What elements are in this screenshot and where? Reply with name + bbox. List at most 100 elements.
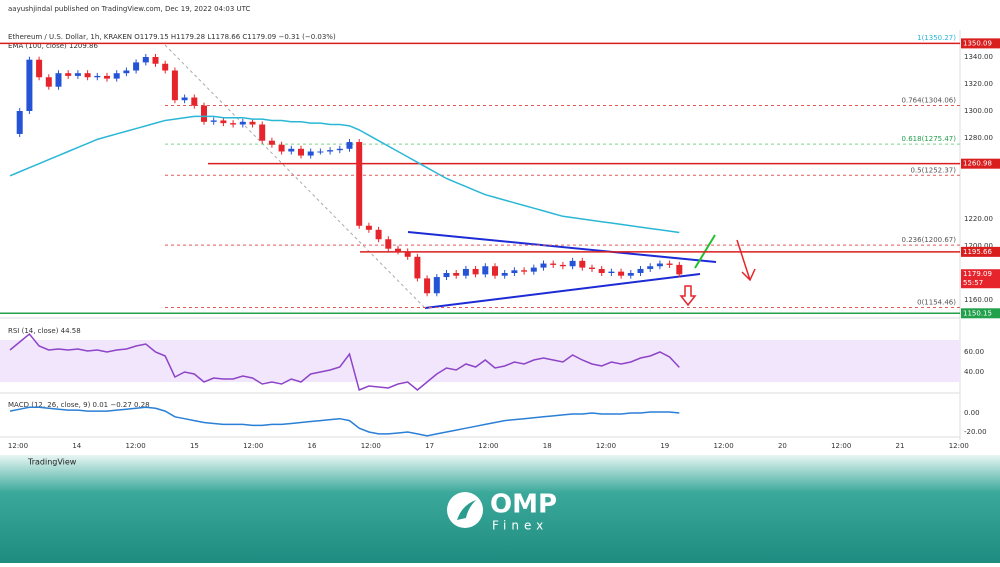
fib-label: 0.5(1252.37)	[910, 166, 956, 174]
candle	[278, 144, 285, 152]
fib-label: 0.618(1275.47)	[902, 135, 957, 143]
candle	[45, 77, 52, 87]
brand-sub: Finex	[492, 519, 548, 533]
time-tick-label: 15	[190, 442, 199, 450]
price-tick-label: 1280.00	[964, 134, 993, 142]
candle	[230, 123, 237, 125]
candle	[656, 263, 663, 267]
time-tick-label: 12:00	[831, 442, 851, 450]
candle	[171, 70, 178, 101]
ema-line	[9, 115, 680, 234]
macd-tick-label: -20.00	[964, 428, 987, 436]
time-tick-label: 21	[896, 442, 905, 450]
time-tick-label: 12:00	[8, 442, 28, 450]
candle	[133, 62, 140, 71]
tradingview-logo: TradingView	[27, 458, 77, 467]
candle	[152, 57, 159, 64]
price-tick-label: 1320.00	[964, 80, 993, 88]
rsi-tick-label: 40.00	[964, 368, 984, 376]
macd-tick-label: 0.00	[964, 409, 980, 417]
candle	[424, 278, 431, 294]
candle	[26, 59, 33, 111]
candle	[647, 266, 654, 269]
time-tick-label: 17	[425, 442, 434, 450]
candle	[472, 268, 479, 275]
time-tick-label: 20	[778, 442, 787, 450]
candle	[559, 264, 566, 267]
candle	[327, 150, 334, 152]
candle	[298, 148, 304, 156]
candle	[181, 97, 188, 101]
candle	[74, 73, 81, 76]
candle	[462, 268, 469, 276]
candle	[210, 120, 217, 122]
candle	[375, 229, 382, 240]
time-tick-label: 12:00	[949, 442, 969, 450]
candle	[492, 266, 498, 276]
candle	[249, 121, 256, 125]
level-badge	[961, 38, 1000, 49]
candle	[453, 273, 460, 276]
rsi-line	[9, 332, 680, 392]
candle	[385, 239, 392, 249]
candle	[676, 264, 683, 275]
candle	[113, 73, 120, 79]
candle	[55, 73, 62, 87]
time-tick-label: 12:00	[243, 442, 263, 450]
candle	[307, 151, 314, 156]
level-label: 1260.98	[963, 160, 992, 168]
candle	[94, 75, 101, 78]
candle	[569, 260, 576, 267]
candle	[84, 73, 91, 78]
triangle-upper	[407, 231, 717, 263]
level-label: 1195.66	[963, 248, 992, 256]
candle	[317, 151, 324, 153]
trend-line	[164, 44, 426, 309]
candle	[404, 251, 411, 257]
candle	[637, 268, 644, 273]
price-tick-label: 1200.00	[964, 242, 993, 250]
fib-label: 0.236(1200.67)	[902, 236, 957, 244]
candle	[598, 268, 605, 273]
brand: OMP	[490, 490, 557, 520]
down-arrow	[736, 239, 756, 282]
price-label: 1179.09	[963, 270, 992, 278]
candle	[36, 59, 43, 78]
candle	[288, 148, 295, 152]
candle	[346, 142, 353, 149]
candle	[579, 260, 586, 268]
support-badge	[961, 308, 1000, 319]
rsi-band	[0, 340, 960, 382]
candle	[608, 271, 615, 273]
symbol: Ethereum / U.S. Dollar, 1h, KRAKEN O1179…	[8, 33, 336, 41]
candle	[123, 70, 130, 74]
candle	[268, 140, 275, 145]
candle	[220, 120, 227, 124]
time-tick-label: 18	[543, 442, 552, 450]
time-tick-label: 12:00	[596, 442, 616, 450]
time-tick-label: 12:00	[714, 442, 734, 450]
candle	[142, 57, 149, 63]
price-tick-label: 1160.00	[964, 296, 993, 304]
level-badge	[961, 246, 1000, 257]
candle	[627, 273, 634, 276]
candle	[259, 124, 266, 141]
candle	[65, 73, 72, 76]
candle	[530, 267, 537, 272]
candle	[414, 256, 421, 279]
candle	[239, 121, 246, 125]
candle	[162, 63, 169, 71]
time-tick-label: 12:00	[478, 442, 498, 450]
candle	[511, 270, 518, 273]
candle	[540, 263, 547, 268]
level-label: 1350.09	[963, 39, 992, 47]
candle	[336, 148, 343, 151]
candle	[618, 271, 625, 276]
candle	[501, 273, 508, 276]
candle	[443, 273, 450, 278]
triangle-lower	[424, 273, 701, 309]
support-label: 1150.15	[963, 309, 992, 317]
time-tick-label: 19	[660, 442, 669, 450]
candle	[433, 277, 440, 294]
